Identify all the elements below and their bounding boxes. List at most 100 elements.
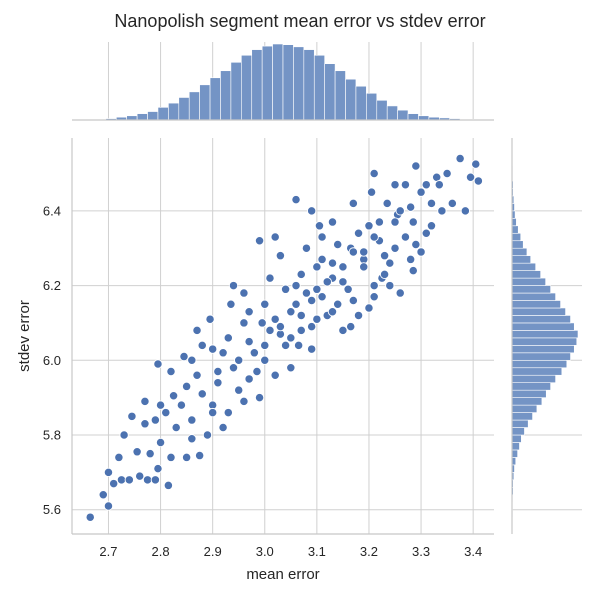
scatter-point — [400, 232, 411, 242]
scatter-point — [150, 415, 161, 425]
scatter-point — [421, 180, 431, 190]
scatter-point — [114, 452, 124, 463]
scatter-point — [364, 303, 374, 313]
x-tick-label: 3.3 — [412, 544, 430, 559]
scatter-point — [293, 340, 304, 350]
marginal-x-bar — [209, 77, 221, 121]
marginal-x-bar — [313, 54, 325, 121]
x-tick-label: 3.4 — [464, 544, 482, 559]
marginal-y-bar — [511, 232, 522, 242]
x-tick-label: 3.2 — [360, 544, 378, 559]
scatter-point — [369, 232, 379, 242]
scatter-point — [359, 262, 369, 272]
marginal-y-bar — [511, 285, 551, 294]
x-tick-label: 2.7 — [99, 544, 117, 559]
scatter-point — [301, 288, 312, 298]
marginal-x-bar — [230, 61, 242, 121]
scatter-point — [265, 273, 275, 283]
joint-scatter-panel: 2.7 2.8 2.9 3.0 3.1 3.2 3.3 3.4 5.6 5.8 6.0 6.2 6.4 — [43, 138, 494, 559]
scatter-point — [194, 450, 205, 461]
scatter-point — [260, 299, 270, 309]
scatter-point — [179, 351, 189, 362]
chart-title: Nanopolish segment mean error vs stdev e… — [114, 11, 485, 31]
scatter-point — [369, 280, 379, 291]
scatter-point — [291, 299, 301, 309]
scatter-point — [348, 198, 358, 209]
scatter-point — [265, 325, 275, 336]
scatter-point — [327, 217, 338, 227]
marginal-y-bar — [511, 300, 561, 309]
scatter-point — [116, 475, 127, 485]
scatter-point — [109, 478, 119, 489]
scatter-point — [223, 333, 233, 343]
scatter-point — [140, 396, 150, 407]
x-tick-labels: 2.7 2.8 2.9 3.0 3.1 3.2 3.3 3.4 — [99, 544, 482, 559]
scatter-point — [252, 366, 262, 377]
marginal-y-bar — [511, 374, 556, 383]
marginal-x-bar — [168, 102, 180, 121]
scatter-point — [270, 370, 280, 380]
marginal-y-bar — [511, 240, 524, 249]
scatter-point — [124, 475, 134, 485]
marginal-y-bar — [511, 225, 519, 234]
scatter-point — [447, 198, 457, 209]
marginal-x-bar — [303, 49, 315, 121]
scatter-point — [307, 344, 317, 354]
scatter-point — [353, 228, 364, 238]
marginal-x-bar — [345, 78, 357, 121]
scatter-point — [408, 217, 418, 227]
scatter-point — [239, 396, 249, 407]
y-tick-label: 6.4 — [43, 203, 61, 218]
scatter-point — [270, 314, 280, 324]
marginal-x-bar — [199, 84, 211, 121]
y-tick-label: 5.6 — [43, 502, 61, 517]
scatter-point — [343, 284, 353, 294]
scatter-point — [416, 187, 426, 197]
marginal-x-bar — [126, 115, 138, 121]
marginal-x-bar — [272, 43, 284, 121]
x-tick-label: 2.8 — [152, 544, 170, 559]
marginal-x-bar — [157, 107, 169, 121]
scatter-point — [379, 251, 390, 261]
marginal-y-bar — [511, 412, 533, 421]
scatter-point — [322, 277, 332, 287]
scatter-point — [312, 314, 322, 324]
scatter-point — [260, 340, 270, 350]
scatter-point — [208, 344, 218, 354]
scatter-point — [307, 295, 317, 306]
marginal-x-bar — [147, 111, 159, 121]
scatter-point — [244, 307, 254, 317]
scatter-point — [244, 374, 254, 384]
scatter-point — [223, 407, 233, 418]
x-tick-label: 2.9 — [204, 544, 222, 559]
scatter-point — [275, 251, 286, 261]
marginal-y-bar — [511, 337, 578, 346]
scatter-point — [286, 363, 296, 373]
scatter-point — [213, 378, 223, 388]
scatter-point — [400, 180, 411, 190]
scatter-point — [153, 463, 163, 474]
scatter-point — [192, 325, 202, 336]
marginal-y-bar — [511, 449, 518, 458]
marginal-y-bar — [511, 270, 541, 279]
marginal-y-bar — [511, 419, 529, 428]
marginal-x-histogram — [72, 42, 494, 121]
scatter-point — [119, 430, 129, 440]
marginal-y-bar — [511, 345, 575, 354]
scatter-point — [359, 247, 369, 257]
scatter-point — [218, 348, 228, 358]
scatter-point — [379, 269, 390, 280]
scatter-point — [333, 299, 343, 309]
marginal-x-bar — [334, 70, 346, 121]
scatter-point — [85, 512, 95, 522]
scatter-point — [286, 333, 296, 343]
x-tick-label: 3.0 — [256, 544, 274, 559]
marginal-x-bar — [376, 99, 388, 121]
marginal-y-bar — [511, 315, 571, 324]
y-axis-label: stdev error — [16, 300, 33, 372]
marginal-x-bar — [386, 105, 398, 121]
scatter-point — [166, 366, 176, 377]
marginal-y-bar — [511, 389, 547, 398]
scatter-point — [442, 168, 452, 179]
